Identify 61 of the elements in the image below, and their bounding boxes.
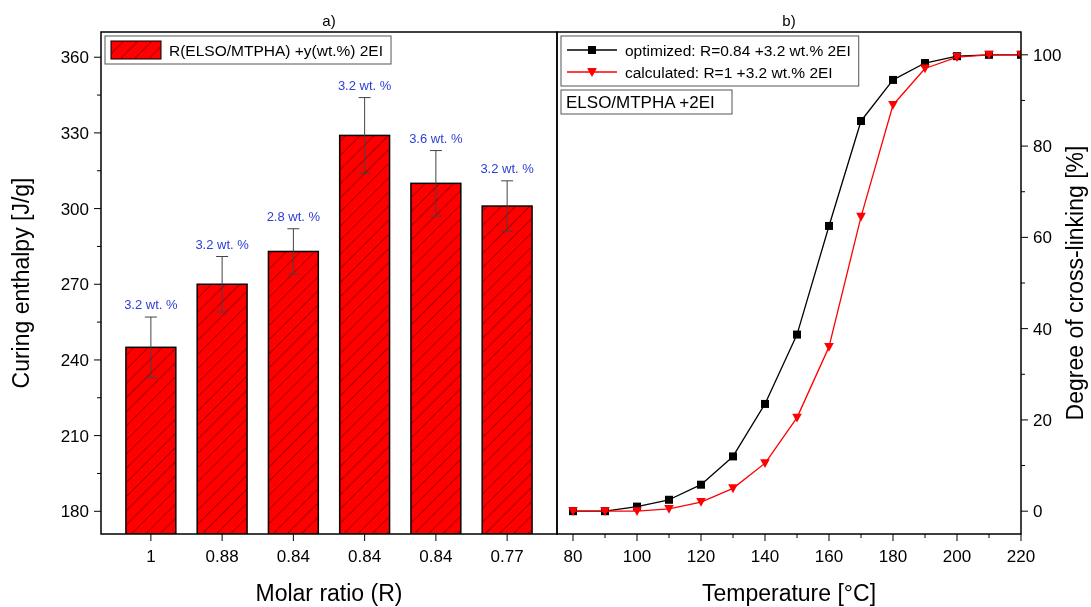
- y-axis-title: Curing enthalpy [J/g]: [8, 177, 34, 389]
- x-tick-label: 140: [750, 547, 780, 566]
- x-tick-label: 100: [622, 547, 652, 566]
- annotation: 3.6 wt. %: [409, 130, 464, 146]
- y-tick-label: 180: [60, 502, 89, 522]
- y-tick-label: 330: [60, 123, 89, 143]
- y-tick-label: 300: [60, 199, 89, 219]
- point: [888, 101, 898, 110]
- point: [729, 452, 737, 461]
- legend-label: optimized: R=0.84 +3.2 wt.% 2EI: [625, 42, 851, 59]
- y2-tick-label: 80: [1033, 137, 1052, 157]
- y-tick-label: 270: [60, 275, 89, 295]
- point: [792, 413, 802, 423]
- y2-tick-label: 60: [1033, 228, 1052, 248]
- y2-axis-title: Degree of cross-linking [%]: [1062, 145, 1088, 421]
- x-tick-label: 0.77: [490, 547, 524, 566]
- x-tick-label: 80: [563, 547, 583, 566]
- y2-tick-label: 20: [1033, 410, 1052, 430]
- y2-tick-label: 0: [1033, 502, 1043, 522]
- annotation: 3.2 wt. %: [480, 160, 535, 176]
- point: [728, 484, 738, 494]
- x-tick-label: 120: [686, 547, 716, 566]
- point: [889, 75, 897, 84]
- x-tick-label: 200: [942, 547, 972, 566]
- point: [856, 212, 866, 222]
- x-tick-label: 0.84: [419, 547, 453, 566]
- chart-title: a): [322, 12, 336, 29]
- y-tick-label: 360: [60, 48, 89, 68]
- x-tick-label: 220: [1006, 547, 1036, 566]
- x-axis-title: Temperature [°C]: [701, 580, 877, 606]
- y-tick-label: 210: [60, 426, 89, 446]
- point: [824, 342, 834, 352]
- annotation: 2.8 wt. %: [266, 208, 321, 224]
- x-tick-label: 1: [146, 547, 156, 566]
- x-tick-label: 0.88: [205, 547, 239, 566]
- y2-tick-label: 100: [1033, 45, 1062, 65]
- annotation: 3.2 wt. %: [195, 236, 250, 252]
- x-tick-label: 0.84: [276, 547, 310, 566]
- x-tick-label: 0.84: [348, 547, 382, 566]
- legend-label: calculated: R=1 +3.2 wt.% 2EI: [625, 64, 833, 81]
- legend-label: R(ELSO/MTPHA) +y(wt.%) 2EI: [169, 42, 384, 59]
- y2-tick-label: 40: [1033, 319, 1052, 339]
- point: [857, 116, 865, 125]
- point: [632, 507, 642, 516]
- point: [665, 495, 673, 504]
- annotation: 3.2 wt. %: [337, 77, 392, 93]
- chart-title: b): [782, 12, 796, 29]
- point: [697, 480, 705, 489]
- point: [664, 504, 674, 514]
- annotation: ELSO/MTPHA +2EI: [566, 93, 715, 112]
- annotation: 3.2 wt. %: [124, 297, 179, 313]
- point: [760, 459, 770, 469]
- y-tick-label: 240: [60, 350, 89, 370]
- x-tick-label: 160: [814, 547, 844, 566]
- point: [696, 498, 706, 507]
- point: [920, 64, 930, 74]
- x-tick-label: 180: [878, 547, 908, 566]
- point: [761, 399, 769, 408]
- point: [825, 221, 833, 230]
- point: [793, 330, 801, 339]
- x-axis-title: Molar ratio (R): [255, 580, 403, 606]
